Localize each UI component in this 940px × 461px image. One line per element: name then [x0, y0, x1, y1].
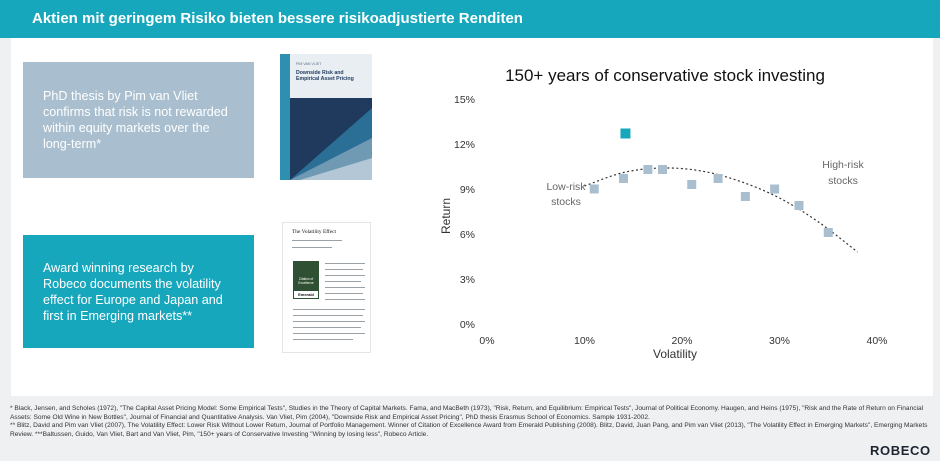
y-axis-label: Return — [439, 198, 453, 234]
x-axis-ticks: 0% 10% 20% 30% 40% — [479, 335, 887, 347]
paper-subtitle-line — [292, 240, 342, 241]
data-point — [658, 165, 667, 174]
content-panel: PhD thesis by Pim van Vliet confirms tha… — [11, 38, 933, 396]
data-point — [823, 228, 833, 237]
emerald-label: Emerald — [294, 291, 318, 298]
award-box: Award winning research by Robeco documen… — [23, 235, 254, 348]
high-risk-annotation: High-risk — [822, 159, 864, 171]
thesis-box: PhD thesis by Pim van Vliet confirms tha… — [23, 62, 254, 178]
high-risk-annotation: stocks — [828, 175, 858, 187]
book-spine-strip — [280, 54, 290, 180]
x-axis-label: Volatility — [653, 347, 697, 361]
text-line — [293, 339, 353, 340]
footnote: * Black, Jensen, and Scholes (1972), "Th… — [10, 405, 924, 421]
text-line — [325, 275, 365, 276]
text-line — [325, 263, 365, 264]
data-point — [643, 165, 653, 174]
text-line — [293, 321, 365, 322]
data-point — [687, 180, 697, 189]
data-points — [589, 128, 833, 237]
x-tick-label: 10% — [574, 335, 595, 347]
robeco-logo: ROBECO — [870, 443, 931, 458]
slide-title: Aktien mit geringem Risiko bieten besser… — [32, 10, 523, 27]
chart-title: 150+ years of conservative stock investi… — [505, 66, 825, 85]
text-line — [293, 315, 363, 316]
text-line — [325, 293, 363, 294]
low-risk-annotation: stocks — [551, 196, 581, 208]
x-tick-label: 40% — [866, 335, 887, 347]
volatility-paper-cover: The Volatility Effect Citation of Excell… — [282, 222, 371, 353]
text-line — [293, 333, 365, 334]
data-point — [794, 201, 804, 210]
x-tick-label: 20% — [671, 335, 692, 347]
thesis-book-cover: PIM VAN VLIET Downside Risk and Empirica… — [280, 54, 372, 180]
y-tick-label: 3% — [460, 274, 475, 286]
y-tick-label: 9% — [460, 184, 475, 196]
citation-badge-text: Citation of Excellence — [298, 277, 314, 285]
book-cover-header — [290, 54, 372, 98]
x-tick-label: 30% — [769, 335, 790, 347]
data-point — [740, 192, 750, 201]
book-title: Downside Risk and Empirical Asset Pricin… — [296, 70, 354, 82]
y-tick-label: 15% — [454, 94, 475, 106]
slide-header: Aktien mit geringem Risiko bieten besser… — [0, 0, 940, 38]
y-tick-label: 0% — [460, 319, 475, 331]
text-line — [325, 269, 363, 270]
highlight-data-point — [620, 128, 631, 139]
y-tick-label: 12% — [454, 139, 475, 151]
y-tick-label: 6% — [460, 229, 475, 241]
footnotes: * Black, Jensen, and Scholes (1972), "Th… — [10, 405, 935, 439]
footnote: ** Blitz, David and Pim van Vliet (2007)… — [10, 422, 928, 438]
text-line — [325, 281, 361, 282]
text-line — [325, 287, 365, 288]
book-author: PIM VAN VLIET — [296, 62, 322, 66]
text-line — [293, 309, 365, 310]
scatter-chart: 150+ years of conservative stock investi… — [439, 66, 888, 361]
data-point — [589, 184, 599, 194]
paper-author-line — [292, 247, 332, 248]
data-point — [713, 174, 723, 183]
paper-title: The Volatility Effect — [292, 229, 337, 235]
low-risk-annotation: Low-risk — [546, 181, 586, 193]
y-axis-ticks: 0% 3% 6% 9% 12% 15% — [454, 94, 475, 331]
data-point — [770, 184, 780, 194]
book-cover-graphic — [290, 98, 372, 180]
text-line — [325, 299, 365, 300]
citation-badge: Citation of Excellence Emerald — [293, 261, 319, 299]
text-line — [293, 327, 361, 328]
x-tick-label: 0% — [479, 335, 494, 347]
data-point — [619, 174, 628, 183]
